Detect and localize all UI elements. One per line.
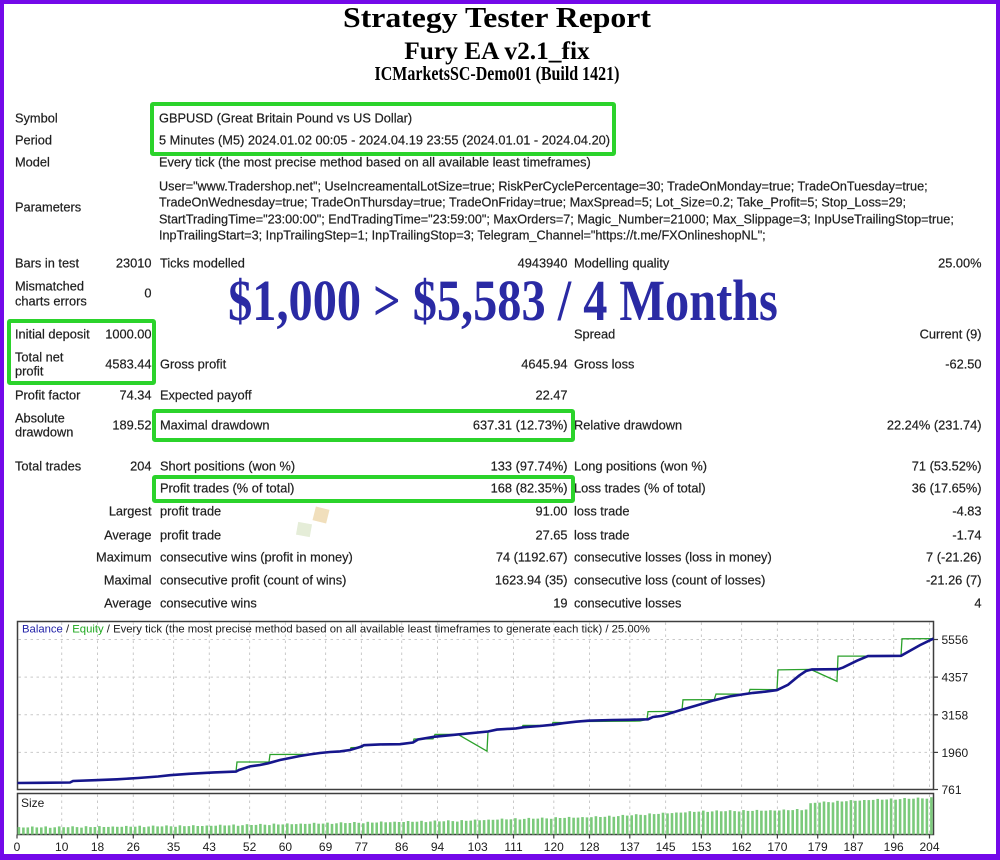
svg-text:1960: 1960 xyxy=(942,746,969,760)
svg-text:120: 120 xyxy=(544,840,564,854)
svg-text:Size: Size xyxy=(21,796,45,810)
svg-text:77: 77 xyxy=(355,840,369,854)
svg-text:137: 137 xyxy=(620,840,640,854)
svg-text:4357: 4357 xyxy=(942,671,969,685)
svg-text:18: 18 xyxy=(91,840,105,854)
svg-text:60: 60 xyxy=(279,840,293,854)
svg-text:196: 196 xyxy=(884,840,904,854)
svg-text:162: 162 xyxy=(732,840,752,854)
svg-text:145: 145 xyxy=(656,840,676,854)
svg-text:43: 43 xyxy=(203,840,217,854)
svg-text:94: 94 xyxy=(431,840,445,854)
svg-text:5556: 5556 xyxy=(942,633,969,647)
svg-text:187: 187 xyxy=(843,840,863,854)
svg-text:Balance / Equity / Every tick: Balance / Equity / Every tick (the most … xyxy=(22,624,650,636)
svg-text:0: 0 xyxy=(14,840,21,854)
svg-text:26: 26 xyxy=(127,840,141,854)
svg-text:86: 86 xyxy=(395,840,409,854)
svg-text:69: 69 xyxy=(319,840,333,854)
svg-text:111: 111 xyxy=(504,840,523,854)
svg-text:3158: 3158 xyxy=(942,708,969,722)
svg-text:761: 761 xyxy=(942,783,962,797)
svg-text:179: 179 xyxy=(808,840,828,854)
svg-text:204: 204 xyxy=(919,840,939,854)
svg-text:170: 170 xyxy=(767,840,787,854)
svg-text:128: 128 xyxy=(579,840,599,854)
svg-text:153: 153 xyxy=(691,840,711,854)
svg-text:35: 35 xyxy=(167,840,181,854)
svg-text:10: 10 xyxy=(55,840,69,854)
svg-text:103: 103 xyxy=(468,840,488,854)
svg-text:52: 52 xyxy=(243,840,257,854)
